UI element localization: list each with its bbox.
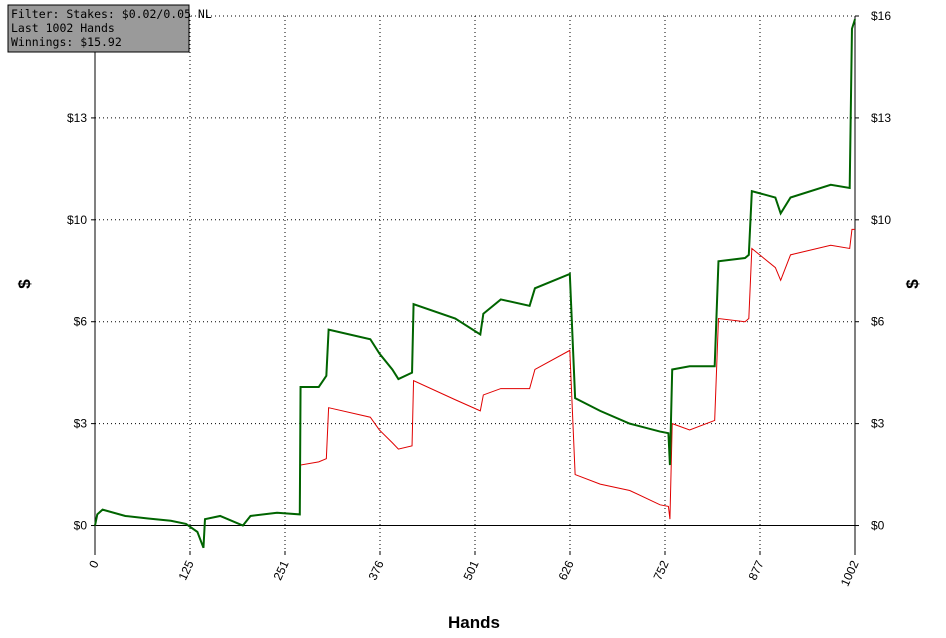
filter-box-line: Last 1002 Hands: [11, 21, 115, 35]
x-axis-label: Hands: [448, 613, 500, 632]
line-series: [94, 18, 856, 549]
x-tick-label: 877: [746, 558, 767, 582]
filter-box-line: Filter: Stakes: $0.02/0.05 NL: [11, 7, 212, 21]
y2-tick-label: $6: [871, 315, 885, 329]
y-tick-label: $6: [74, 315, 88, 329]
x-tick-label: 752: [651, 558, 672, 582]
x-tick-label: 501: [461, 558, 482, 582]
filter-box-bg: [7, 4, 190, 53]
x-tick-label: 125: [176, 558, 197, 582]
y-tick-label: $3: [74, 417, 88, 431]
y2-tick-label: $10: [871, 213, 891, 227]
x-tick-label: 251: [271, 558, 292, 582]
y-axis-label: $: [15, 279, 34, 289]
x-tick-label: 376: [366, 558, 387, 582]
y2-tick-label: $3: [871, 417, 885, 431]
x-tick-label: 626: [556, 558, 577, 582]
y2-tick-label: $0: [871, 519, 885, 533]
filter-box-line: Winnings: $15.92: [11, 35, 122, 49]
y2-tick-label: $13: [871, 111, 891, 125]
y2-tick-label: $16: [871, 9, 891, 23]
y-tick-label: $13: [67, 111, 87, 125]
y2-axis-label: $: [903, 279, 922, 289]
x-tick-label: 0: [86, 558, 102, 570]
x-tick-label: 1002: [838, 558, 862, 588]
y-tick-label: $10: [67, 213, 87, 227]
y-tick-label: $0: [74, 519, 88, 533]
